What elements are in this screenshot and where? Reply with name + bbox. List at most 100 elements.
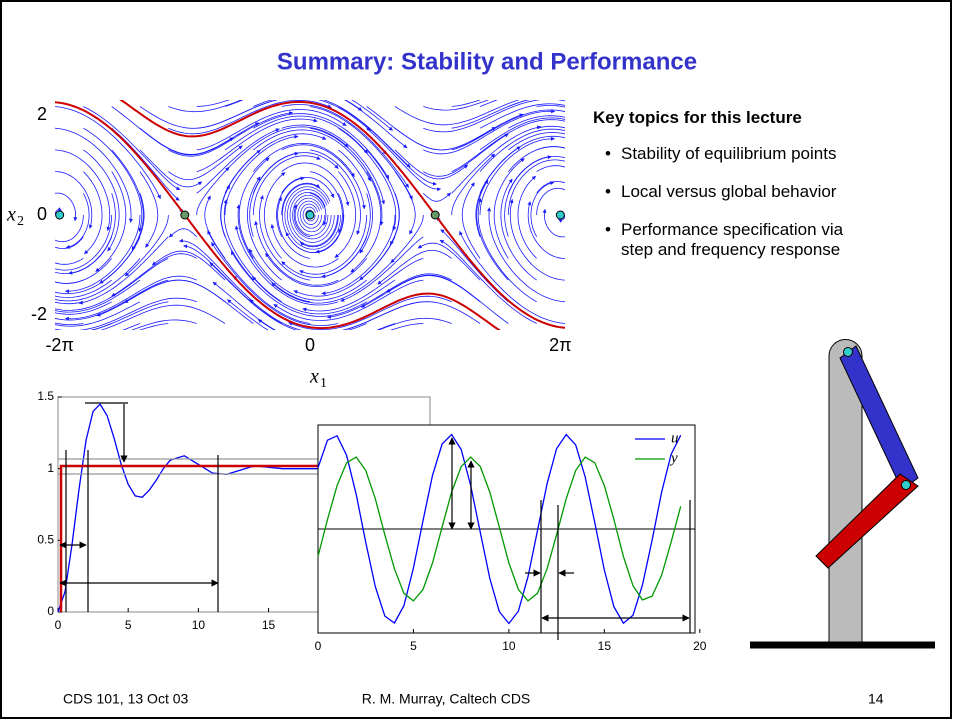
stream-line xyxy=(263,172,286,259)
stream-line xyxy=(124,279,254,324)
stream-line xyxy=(451,153,496,215)
topic-item: Stability of equilibrium points xyxy=(605,144,871,164)
stream-line xyxy=(236,204,311,303)
separatrix xyxy=(55,101,186,216)
stream-line xyxy=(55,258,141,302)
stream-line xyxy=(254,220,339,286)
stream-line xyxy=(257,317,452,330)
stream-line xyxy=(476,179,509,281)
stream-line xyxy=(423,100,489,111)
equilibrium xyxy=(430,210,440,220)
stream-line xyxy=(536,125,565,129)
topic-item: Local versus global behavior xyxy=(605,182,871,202)
stream-line xyxy=(479,100,498,107)
stream-line xyxy=(276,176,305,237)
stream-line xyxy=(386,274,509,324)
stream-line xyxy=(479,136,555,216)
stream-line xyxy=(55,207,62,215)
stream-line xyxy=(507,146,565,172)
stream-line xyxy=(55,215,84,243)
stream-line xyxy=(65,193,90,249)
stream-line xyxy=(309,127,384,226)
stream-line xyxy=(55,279,112,298)
stream-line xyxy=(282,183,345,253)
stream-line xyxy=(440,229,509,303)
stream-line xyxy=(299,214,368,275)
stream-line xyxy=(230,250,367,317)
stream-line xyxy=(196,100,371,131)
stream-line xyxy=(315,193,344,254)
stream-line xyxy=(196,109,347,151)
stream-line xyxy=(327,273,452,319)
stream-line xyxy=(83,171,103,255)
stream-line xyxy=(451,109,565,151)
stream-line xyxy=(527,201,565,259)
stream-line xyxy=(342,301,481,330)
stream-line xyxy=(224,100,408,149)
legend-label: y xyxy=(669,450,678,466)
x-axis-label-sub: 1 xyxy=(320,376,327,391)
stream-line xyxy=(139,149,203,188)
stream-line xyxy=(542,208,565,238)
stream-line xyxy=(220,149,261,237)
stream-line xyxy=(309,149,361,235)
stream-line xyxy=(377,250,452,285)
stream-line xyxy=(394,171,416,235)
stream-line xyxy=(151,250,226,281)
separatrix xyxy=(184,214,501,330)
stream-line xyxy=(536,105,565,108)
stream-line xyxy=(461,182,481,259)
stream-line xyxy=(564,106,565,107)
stream-line xyxy=(281,177,335,199)
stream-line xyxy=(234,225,339,306)
slide-title: Summary: Stability and Performance xyxy=(277,48,697,75)
y-tick-label: 2 xyxy=(37,104,47,124)
stream-line xyxy=(309,171,343,234)
stream-line xyxy=(65,214,141,294)
stream-line xyxy=(100,304,226,330)
phase-portrait xyxy=(55,100,565,330)
stream-line xyxy=(338,127,397,231)
joint xyxy=(901,480,911,490)
stream-line xyxy=(507,156,565,194)
stream-line xyxy=(500,178,537,281)
y-axis-label-sub: 2 xyxy=(17,214,24,229)
stream-line xyxy=(479,103,565,129)
stream-line xyxy=(517,175,537,259)
stream-line xyxy=(299,215,339,248)
stream-line xyxy=(530,181,555,237)
stream-line xyxy=(536,181,565,194)
stream-line xyxy=(451,119,565,172)
y-tick-label: 0 xyxy=(37,204,47,224)
stream-line xyxy=(321,214,396,296)
stream-line xyxy=(168,100,363,113)
stream-line xyxy=(64,275,197,321)
x-tick-label: 10 xyxy=(502,639,516,653)
stream-line xyxy=(334,171,357,258)
stream-line xyxy=(68,193,116,275)
stream-line xyxy=(252,155,321,216)
x-tick-label: 5 xyxy=(410,639,417,653)
stream-line xyxy=(55,279,56,281)
stream-line xyxy=(55,279,141,313)
stream-line xyxy=(509,199,565,281)
line-series xyxy=(317,456,682,602)
stream-line xyxy=(55,149,111,231)
x-tick-label: 0 xyxy=(55,618,62,632)
stream-line xyxy=(55,171,93,229)
stream-line xyxy=(394,100,520,126)
stream-line xyxy=(281,162,350,206)
stream-line xyxy=(321,193,371,279)
footer-left: CDS 101, 13 Oct 03 xyxy=(63,691,189,707)
stream-line xyxy=(273,279,424,321)
stream-line xyxy=(55,258,113,284)
line-series xyxy=(57,403,339,613)
stream-line xyxy=(196,100,393,131)
stream-line xyxy=(55,236,84,249)
stream-line xyxy=(247,176,282,281)
stream-line xyxy=(423,133,509,177)
stream-line xyxy=(479,117,565,151)
stream-line xyxy=(451,125,542,194)
